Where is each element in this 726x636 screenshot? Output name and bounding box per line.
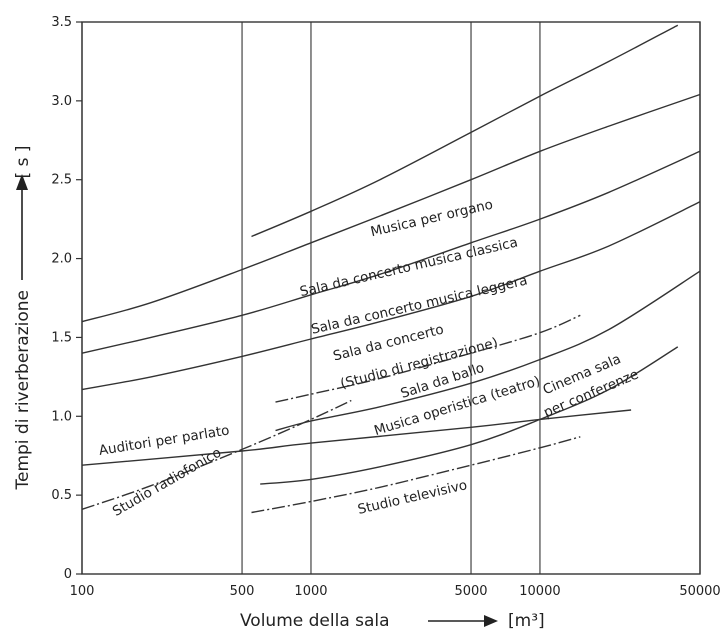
y-tick-label: 2.0	[51, 252, 72, 267]
series-line-cinema-sala-per-conferenze	[260, 346, 679, 485]
y-axis-title: Tempi di riverberazione	[13, 290, 33, 491]
curves-layer	[81, 24, 701, 514]
series-line-studio-radiofonico	[81, 399, 352, 510]
series-line-sala-da-concerto-studio-di-registrazione	[81, 201, 701, 391]
curve-label: Studio televisivo	[356, 477, 468, 518]
y-tick-label: 0	[64, 567, 72, 582]
plot-frame	[81, 21, 701, 575]
ticks-layer: 100 500 1000 5000 10000 50000 0 0.5 1.0 1.5 2.0 2.5…	[51, 15, 720, 599]
y-tick-label: 2.5	[51, 173, 72, 188]
y-tick-label: 0.5	[51, 488, 72, 503]
y-tick-label: 3.0	[51, 94, 72, 109]
series-line-sala-da-ballo	[275, 314, 581, 403]
x-tick-label: 10000	[519, 584, 560, 599]
series-line-musica-operistica-teatro	[275, 270, 701, 432]
x-tick-label: 1000	[294, 584, 327, 599]
x-tick-label: 100	[70, 584, 95, 599]
x-tick-label: 500	[230, 584, 255, 599]
x-axis-unit: [m³]	[508, 611, 545, 631]
y-axis-unit: [ s ]	[13, 146, 33, 179]
series-line-studio-televisivo	[251, 436, 581, 514]
y-tick-label: 1.0	[51, 409, 72, 424]
grid-layer	[81, 22, 701, 574]
curve-label: Musica per organo	[369, 197, 494, 241]
y-axis-arrow	[16, 174, 28, 280]
series-line-sala-da-concerto-musica-leggera	[81, 150, 701, 354]
curve-label: Studio radiofonico	[110, 445, 224, 520]
x-axis-arrow	[428, 615, 498, 627]
y-tick-label: 1.5	[51, 330, 72, 345]
series-line-sala-da-concerto-musica-classica	[81, 93, 701, 323]
y-tick-label: 3.5	[51, 15, 72, 30]
series-line-musica-per-organo	[251, 24, 679, 238]
x-tick-label: 50000	[679, 584, 720, 599]
x-axis-title: Volume della sala	[240, 611, 390, 631]
x-tick-label: 5000	[454, 584, 487, 599]
